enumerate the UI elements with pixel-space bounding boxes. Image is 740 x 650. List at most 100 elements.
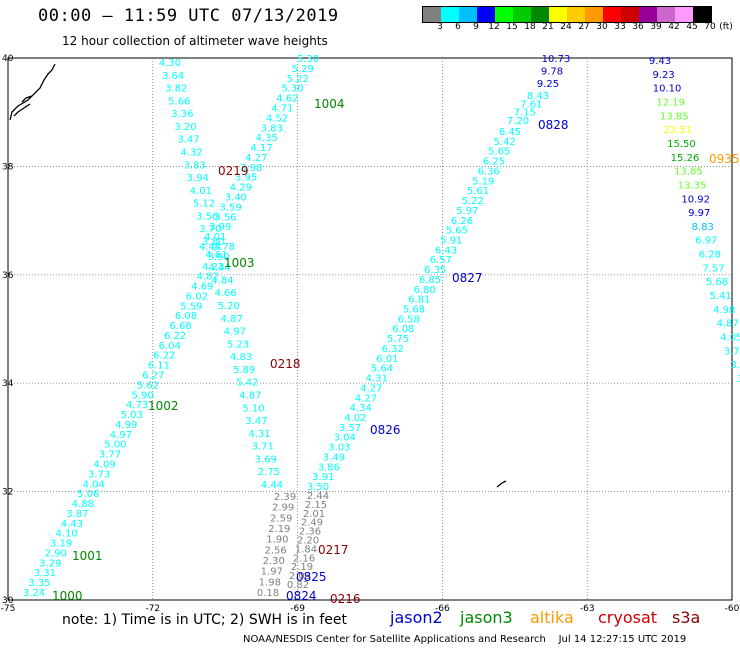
wave-height-value: 3.99 [209, 222, 231, 233]
pass-time-label: 0217 [318, 543, 349, 557]
wave-height-value: 3.83 [261, 123, 283, 134]
wave-height-value: 1.98 [259, 577, 281, 588]
wave-height-value: 6.22 [153, 351, 175, 362]
color-swatch [477, 7, 495, 22]
wave-height-value: 3.47 [245, 416, 267, 427]
wave-height-value: 2.99 [272, 503, 294, 514]
wave-height-value: 5.65 [446, 226, 468, 237]
wave-height-value: 9.97 [688, 208, 710, 219]
wave-height-value: 5.03 [121, 410, 143, 421]
wave-height-value: 3.90 [207, 252, 229, 263]
footer-credit: NOAA/NESDIS Center for Satellite Applica… [243, 634, 686, 645]
island-outline [496, 480, 507, 488]
wave-height-value: 5.90 [131, 390, 153, 401]
wave-height-value: 5.30 [281, 84, 303, 95]
pass-time-label: 0824 [286, 589, 317, 603]
pass-time-label: 0828 [538, 118, 569, 132]
satellite-pass: 2.442.152.012.492.362.201.842.162.192.03… [287, 491, 329, 591]
wave-height-value: 4.32 [180, 148, 202, 159]
pass-time-label: 0935 [709, 152, 740, 166]
wave-height-value: 4.34 [350, 403, 372, 414]
color-swatch [459, 7, 477, 22]
legend-s3a: s3a [672, 608, 701, 627]
latitude-tick-label: 34 [2, 379, 14, 389]
wave-height-value: 6.22 [164, 331, 186, 342]
color-scale-tick: 70 [704, 22, 716, 32]
satellite-pass: 2.392.992.592.191.902.562.301.971.980.18 [257, 492, 296, 599]
wave-height-value: 3.87 [66, 509, 88, 520]
wave-height-value: 9.78 [541, 67, 563, 78]
wave-height-value: 5.00 [104, 440, 126, 451]
latitude-tick-label: 32 [2, 488, 13, 498]
wave-height-value: 3.36 [171, 109, 193, 120]
color-swatch [423, 7, 441, 22]
wave-height-value: 0.82 [287, 580, 309, 591]
generated-timestamp: Jul 14 12:27:15 UTC 2019 [558, 634, 687, 645]
wave-height-value: 5.29 [292, 64, 314, 75]
wave-height-value: 6.27 [142, 371, 164, 382]
wave-height-value: 3.04 [334, 433, 356, 444]
wave-height-value: 6.35 [424, 265, 446, 276]
wave-height-value: 13.35 [678, 180, 707, 191]
wave-height-value: 5.59 [180, 301, 202, 312]
color-swatch [603, 7, 621, 22]
wave-height-value: 3.78 [213, 242, 235, 253]
latitude-tick-label: 30 [2, 596, 14, 606]
wave-height-value: 8.83 [692, 222, 714, 233]
wave-height-value: 4.27 [245, 153, 267, 164]
wave-height-value: 10.10 [653, 84, 682, 95]
wave-height-value: 4.23 [202, 262, 224, 273]
legend-cryosat: cryosat [598, 608, 658, 627]
wave-height-value: 3.20 [174, 122, 196, 133]
pass-time-label: 0216 [330, 592, 361, 606]
wave-height-value: 0.18 [257, 588, 279, 599]
wave-height-value: 4.44 [199, 242, 221, 253]
coastline [9, 63, 56, 121]
longitude-tick-label: -75 [1, 604, 16, 614]
wave-height-value: 2.90 [45, 549, 67, 560]
wave-height-value: 4.61 [205, 250, 227, 261]
wave-height-value: 10.73 [542, 54, 571, 65]
color-swatch [639, 7, 657, 22]
wave-height-value: 3.86 [318, 462, 340, 473]
wave-height-value: 2.44 [307, 491, 329, 502]
color-scale-tick: 18 [524, 22, 536, 32]
wave-height-value: 4.52 [266, 113, 288, 124]
wave-height-value: 6.08 [175, 311, 197, 322]
wave-height-value: 5.19 [472, 176, 494, 187]
wave-height-value: 3.47 [177, 135, 199, 146]
color-scale-tick: 30 [596, 22, 608, 32]
wave-height-value: 3.71 [252, 442, 274, 453]
color-swatch [657, 7, 675, 22]
longitude-tick-label: -63 [580, 604, 595, 614]
wave-height-value: 5.91 [440, 236, 462, 247]
wave-height-value: 4.09 [93, 460, 115, 471]
wave-height-value: 7.61 [520, 99, 542, 110]
color-swatch [531, 7, 549, 22]
wave-height-value: 6.01 [376, 354, 398, 365]
wave-height-value: 13.85 [660, 111, 689, 122]
color-swatch [585, 7, 603, 22]
wave-height-value: 3. [737, 374, 740, 385]
wave-height-value: 4.30 [159, 58, 181, 69]
color-swatch [549, 7, 567, 22]
wave-height-value: 2.01 [303, 509, 325, 520]
wave-height-value: 4.97 [224, 327, 246, 338]
wave-height-value: 4.27 [355, 393, 377, 404]
wave-height-value: 15.26 [671, 153, 700, 164]
wave-height-value: 4.17 [250, 143, 272, 154]
satellite-pass: 7.207.157.618.43 [507, 91, 549, 127]
wave-height-value: 3.95 [235, 173, 257, 184]
wave-height-value: 5.12 [193, 199, 215, 210]
color-scale-tick: 21 [542, 22, 554, 32]
color-scale-tick: 27 [578, 22, 590, 32]
wave-height-value: 4.44 [261, 480, 283, 491]
wave-height-value: 4.01 [204, 232, 226, 243]
color-scale-tick: 39 [650, 22, 662, 32]
wave-height-value: 2.39 [274, 492, 296, 503]
wave-height-value: 5.42 [494, 137, 516, 148]
wave-height-value: 5.66 [168, 96, 190, 107]
wave-height-value: 4.10 [55, 529, 77, 540]
wave-height-value: 6.85 [419, 275, 441, 286]
legend-jason2: jason2 [390, 608, 443, 627]
